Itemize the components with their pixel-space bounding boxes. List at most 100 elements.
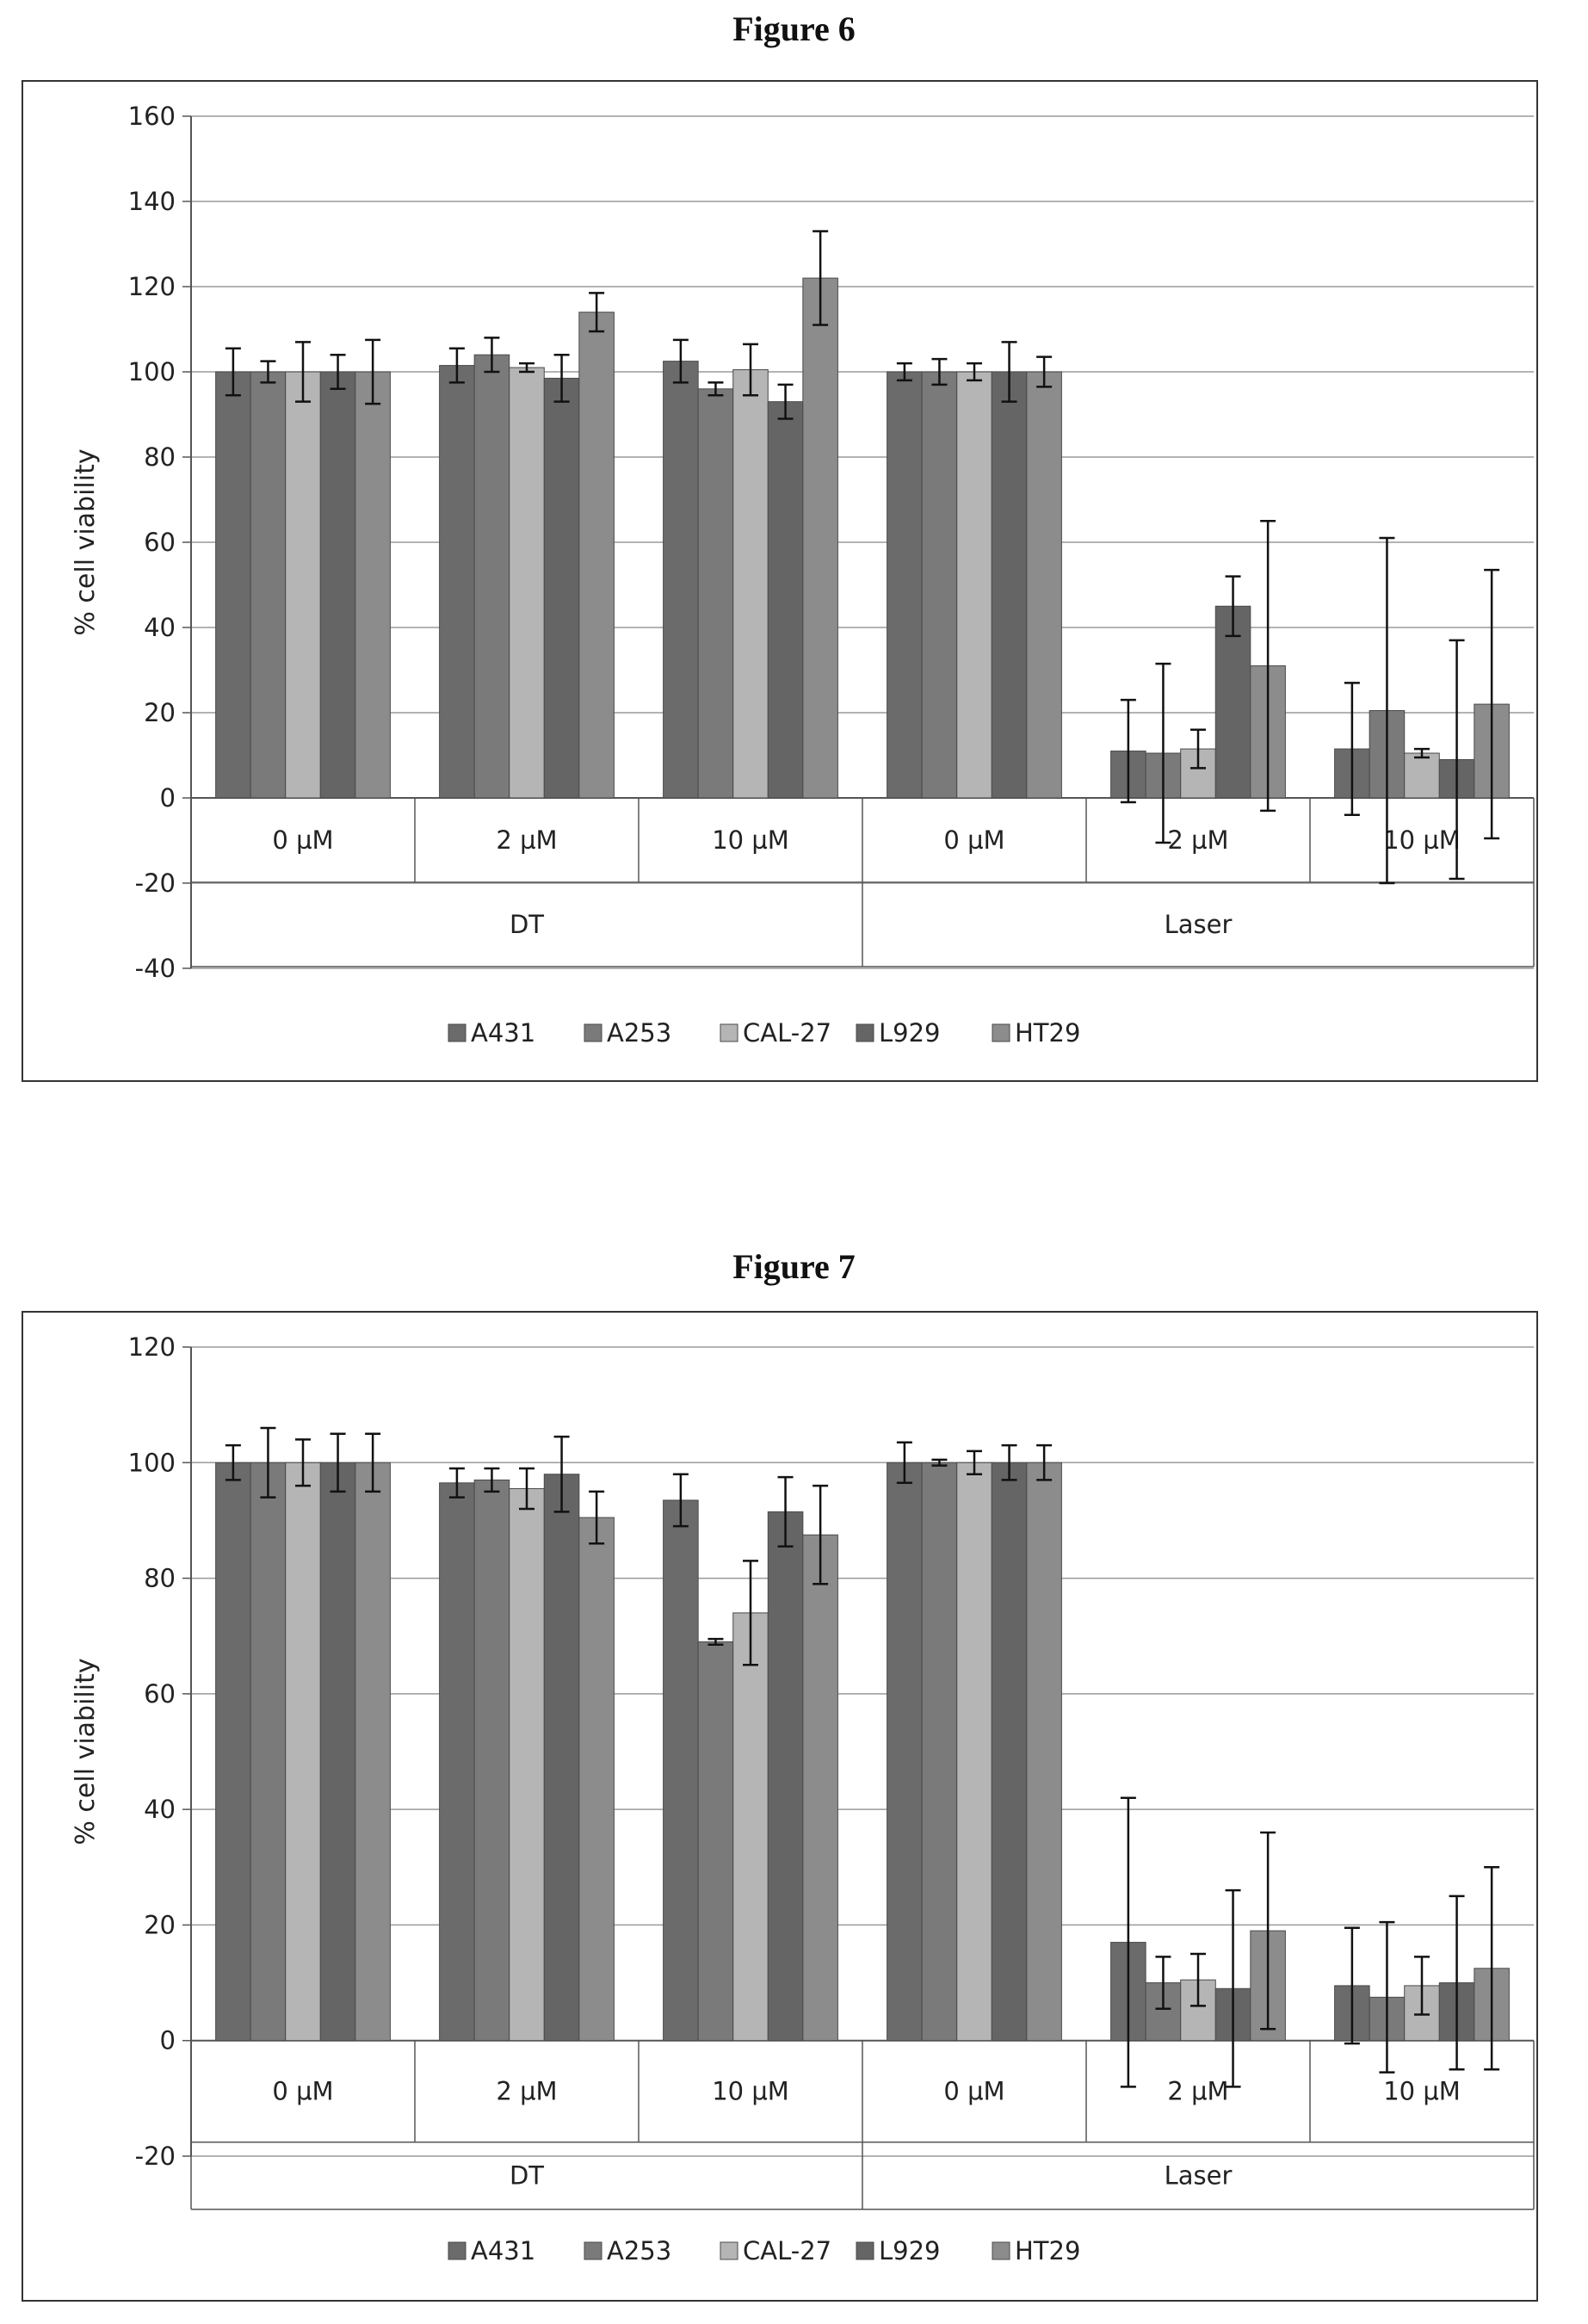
x-tick-label: 2 µM: [1167, 825, 1228, 855]
y-tick-label: -20: [135, 868, 176, 898]
bar: [697, 388, 734, 799]
y-tick-label: 100: [128, 1448, 176, 1477]
y-tick-label: 80: [144, 442, 176, 472]
x-tick-label: 0 µM: [272, 825, 333, 855]
x-tick-label: 0 µM: [272, 2077, 333, 2106]
y-tick-label: 120: [128, 1332, 176, 1362]
y-tick-label: 160: [128, 102, 176, 131]
bar: [956, 371, 992, 799]
figure-7-title: Figure 7: [732, 1247, 856, 1286]
bar: [1404, 752, 1440, 799]
bar: [509, 1488, 545, 2042]
bar: [439, 1482, 475, 2042]
x-tick-label: 0 µM: [943, 2077, 1004, 2106]
y-tick-label: 20: [144, 1910, 176, 1939]
bar: [285, 371, 321, 799]
x-group-label: Laser: [1165, 2161, 1233, 2191]
bar: [767, 401, 804, 799]
bar: [663, 361, 699, 799]
y-tick-label: 40: [144, 1795, 176, 1824]
x-tick-label: 10 µM: [712, 825, 789, 855]
legend-label: A253: [607, 2236, 671, 2265]
legend-swatch: [856, 2241, 874, 2260]
bar: [473, 1479, 510, 2042]
x-tick-label: 2 µM: [496, 825, 557, 855]
bar: [509, 367, 545, 799]
figure-7-chart: -20 0 20 40 60 80 100 120 % cell viability 0 µM 2 …: [22, 1311, 1538, 2302]
x-tick-label: 10 µM: [712, 2077, 789, 2106]
bar: [285, 1462, 321, 2042]
y-tick-label: 40: [144, 613, 176, 642]
x-tick-label: 0 µM: [943, 825, 1004, 855]
bar: [250, 1462, 287, 2042]
bar: [991, 371, 1028, 799]
legend-label: CAL-27: [743, 2236, 831, 2265]
legend-label: A431: [471, 1018, 535, 1048]
y-tick-label: -20: [135, 2142, 176, 2171]
bar: [732, 1612, 769, 2042]
legend-label: L929: [879, 1018, 941, 1048]
bar: [215, 371, 251, 799]
legend-swatch: [856, 1023, 874, 1042]
legend-swatch: [584, 2241, 602, 2260]
legend-swatch: [720, 2241, 738, 2260]
y-tick-label: 20: [144, 698, 176, 727]
bar: [439, 365, 475, 799]
y-tick-label: 60: [144, 528, 176, 557]
legend-swatch: [720, 1023, 738, 1042]
bar: [355, 1462, 391, 2042]
bar: [921, 371, 958, 799]
y-tick-label: 0: [160, 2026, 176, 2055]
bar: [355, 371, 391, 799]
x-tick-label: 2 µM: [496, 2077, 557, 2106]
x-tick-label: 10 µM: [1383, 2077, 1461, 2106]
bar: [802, 1534, 838, 2042]
legend-swatch: [448, 1023, 467, 1042]
legend-swatch: [992, 2241, 1010, 2260]
figure-6-chart: -40 -20 0 20 40 60 80 100 120 140 160 % cell viabil…: [22, 80, 1538, 1082]
x-group-label: DT: [510, 910, 544, 939]
x-group-label: Laser: [1165, 910, 1233, 939]
bar: [215, 1462, 251, 2042]
bar: [543, 377, 580, 799]
x-tick-label: 2 µM: [1167, 2077, 1228, 2106]
bar: [921, 1462, 958, 2042]
bar: [1026, 1462, 1062, 2042]
bar: [578, 312, 615, 799]
bar: [473, 354, 510, 799]
bar: [250, 371, 287, 799]
y-axis-label: % cell viability: [71, 1658, 101, 1845]
legend-swatch: [448, 2241, 467, 2260]
x-group-label: DT: [510, 2161, 544, 2191]
y-tick-label: 60: [144, 1679, 176, 1709]
legend-swatch: [992, 1023, 1010, 1042]
bar: [991, 1462, 1028, 2042]
y-tick-label: 140: [128, 187, 176, 216]
figure-6-title: Figure 6: [732, 9, 856, 48]
figure-6-plot: -40 -20 0 20 40 60 80 100 120 140 160 % cell viabil…: [71, 102, 1535, 1048]
bar: [1026, 371, 1062, 799]
y-axis-label: % cell viability: [71, 448, 101, 635]
legend-swatch: [584, 1023, 602, 1042]
legend-label: A431: [471, 2236, 535, 2265]
bar: [578, 1517, 615, 2042]
bar: [319, 371, 356, 799]
bar: [319, 1462, 356, 2042]
x-tick-label: 10 µM: [1383, 825, 1461, 855]
bar: [802, 277, 838, 799]
legend-label: HT29: [1015, 2236, 1080, 2265]
bar: [956, 1462, 992, 2042]
bar: [663, 1499, 699, 2042]
y-tick-label: 80: [144, 1564, 176, 1593]
y-tick-label: 100: [128, 357, 176, 386]
legend-label: HT29: [1015, 1018, 1080, 1048]
figure-7-plot: -20 0 20 40 60 80 100 120 % cell viability 0 µM 2 …: [71, 1332, 1535, 2265]
legend-label: A253: [607, 1018, 671, 1048]
bar: [767, 1511, 804, 2042]
bar: [887, 371, 923, 799]
bar: [732, 369, 769, 799]
y-tick-label: 120: [128, 272, 176, 301]
bar: [543, 1474, 580, 2042]
y-tick-label: 0: [160, 783, 176, 813]
legend-label: CAL-27: [743, 1018, 831, 1048]
